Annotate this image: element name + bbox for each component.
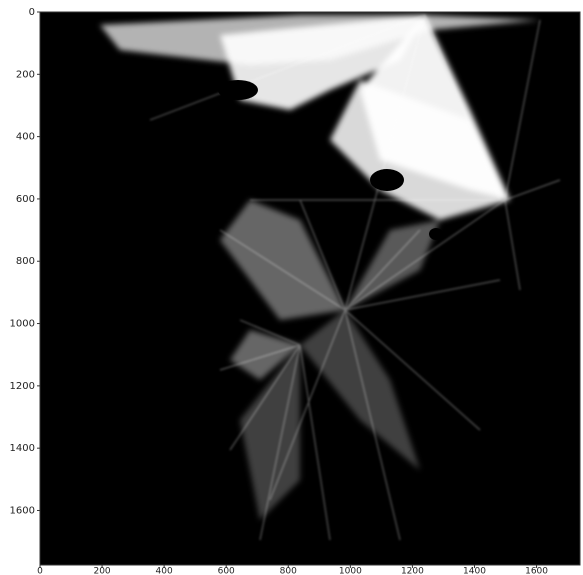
y-tick-label: 1600: [10, 505, 35, 516]
y-tick-label: 400: [16, 132, 35, 143]
x-tick-label: 200: [93, 567, 110, 575]
y-tick-label: 1400: [10, 443, 35, 454]
x-tick-label: 1200: [401, 567, 424, 575]
x-tick-label: 800: [280, 567, 297, 575]
y-tick-label: 600: [16, 194, 35, 205]
y-tick-label: 200: [16, 69, 35, 80]
x-tick-label: 600: [218, 567, 235, 575]
y-tick-label: 1200: [10, 381, 35, 392]
x-tick-label: 400: [156, 567, 173, 575]
x-tick-label: 0: [37, 567, 43, 575]
y-tick-label: 800: [16, 256, 35, 267]
image: [40, 12, 580, 565]
y-tick-label: 1000: [10, 319, 35, 330]
x-tick-label: 1600: [525, 567, 548, 575]
x-tick-label: 1000: [339, 567, 362, 575]
chart: 0 200 400 600 800 1000 1200 1400 1600 0 200 400 600 8…: [0, 0, 583, 575]
y-tick-label: 0: [29, 7, 35, 18]
x-tick-label: 1400: [463, 567, 486, 575]
